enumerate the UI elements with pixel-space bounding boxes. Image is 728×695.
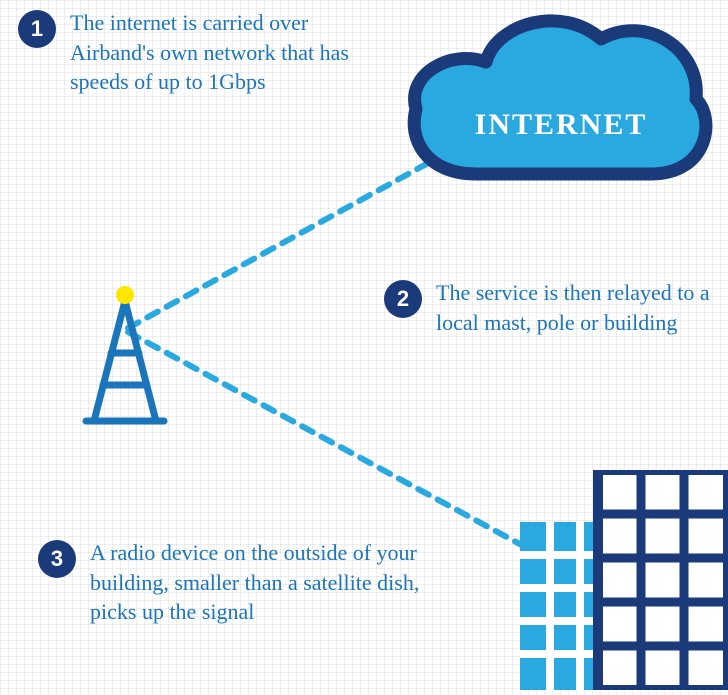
- step-1-number: 1: [31, 16, 43, 42]
- cloud-label: INTERNET: [475, 108, 648, 141]
- buildings-icon: [520, 470, 728, 688]
- step-1-badge: 1: [18, 10, 56, 48]
- building-front: [598, 470, 728, 690]
- cloud-shape: [414, 21, 706, 174]
- step-2-number: 2: [397, 286, 409, 312]
- tower-icon: [80, 283, 170, 423]
- step-3-badge: 3: [38, 540, 76, 578]
- step-3-text: A radio device on the outside of your bu…: [90, 538, 420, 627]
- line-tower-to-building: [128, 332, 540, 555]
- tower-tip-icon: [116, 286, 134, 304]
- cloud-icon: INTERNET: [396, 4, 718, 209]
- step-2-text: The service is then relayed to a local m…: [436, 278, 728, 337]
- step-3-number: 3: [51, 546, 63, 572]
- step-2-badge: 2: [384, 280, 422, 318]
- step-1-text: The internet is carried over Airband's o…: [70, 8, 370, 97]
